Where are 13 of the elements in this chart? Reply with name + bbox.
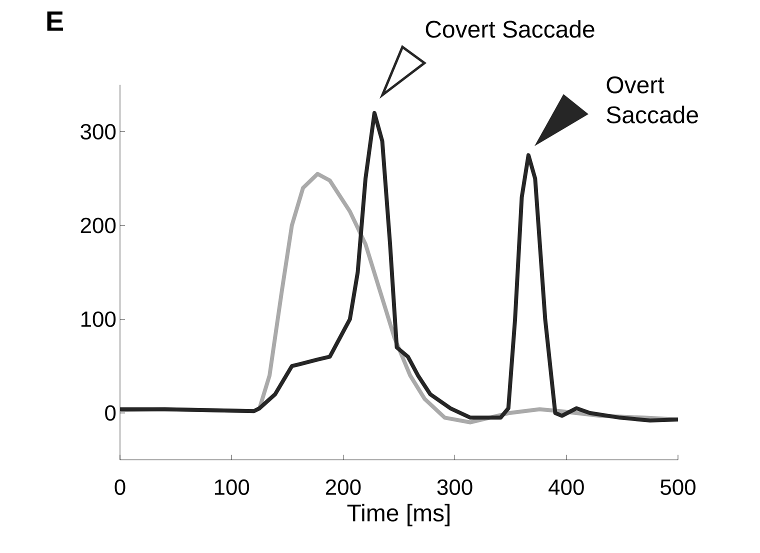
- text: Covert Saccade: [426, 20, 594, 38]
- y-tick-label: 0: [105, 405, 116, 421]
- x-tick-label: 500: [660, 479, 696, 495]
- y-tick-label: 300: [80, 124, 116, 140]
- x-tick-label: 300: [437, 479, 472, 495]
- x-tick-label: 200: [326, 479, 361, 495]
- x-axis-title: Time [ms]: [347, 504, 450, 526]
- annotation: Overt Saccade: [606, 76, 698, 124]
- y-tick-label: 100: [81, 311, 116, 328]
- text: E: [47, 12, 63, 31]
- y-tick-label: 200: [80, 218, 116, 234]
- x-tick-label: 400: [548, 479, 584, 495]
- x-tick-label: 100: [214, 479, 250, 495]
